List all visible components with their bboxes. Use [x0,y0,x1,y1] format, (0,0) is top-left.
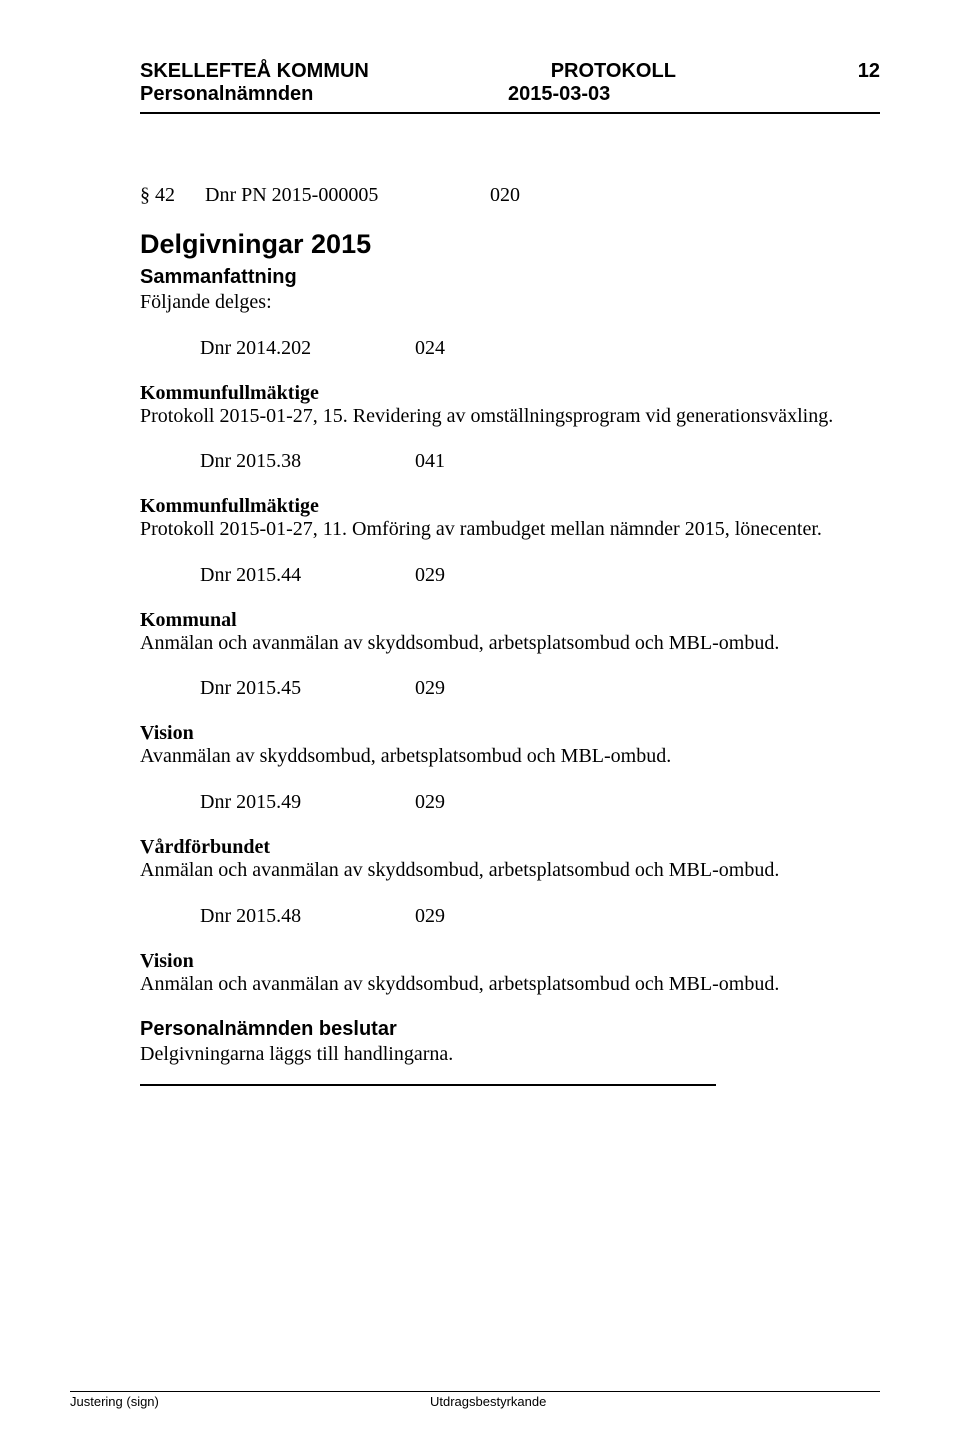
entry-dnr: Dnr 2015.48 029 [200,905,880,928]
entry-org: Vision [140,950,880,973]
entry-dnr-label: Dnr 2015.44 [200,564,410,587]
entry-text: Anmälan och avanmälan av skyddsombud, ar… [140,973,880,997]
entry-dnr-code: 041 [415,450,445,472]
intro-text: Följande delges: [140,291,880,315]
closing-divider [140,1084,716,1086]
entry-org: Kommunfullmäktige [140,495,880,518]
entry-dnr-label: Dnr 2015.49 [200,791,410,814]
beslutar-heading: Personalnämnden beslutar [140,1018,880,1041]
footer-divider [70,1391,880,1392]
header-org: SKELLEFTEÅ KOMMUN [140,60,369,83]
entry-text: Avanmälan av skyddsombud, arbetsplatsomb… [140,745,880,769]
entry-dnr-code: 029 [415,905,445,927]
content: § 42 Dnr PN 2015-000005 020 Delgivningar… [140,184,880,1086]
footer-left: Justering (sign) [70,1394,430,1409]
header-page-number: 12 [858,60,880,83]
page-footer: Justering (sign) Utdragsbestyrkande [70,1391,880,1409]
section-dnr: Dnr PN 2015-000005 [205,184,485,207]
entry-text: Anmälan och avanmälan av skyddsombud, ar… [140,632,880,656]
section-code: 020 [490,184,520,207]
page-header: SKELLEFTEÅ KOMMUN PROTOKOLL 12 Personaln… [140,60,880,114]
header-date: 2015-03-03 [508,83,610,106]
entry-dnr-code: 029 [415,791,445,813]
header-row-1: SKELLEFTEÅ KOMMUN PROTOKOLL 12 [140,60,880,83]
footer-row: Justering (sign) Utdragsbestyrkande [70,1394,880,1409]
entry-dnr-label: Dnr 2015.45 [200,677,410,700]
entry-dnr-label: Dnr 2015.48 [200,905,410,928]
beslutar-text: Delgivningarna läggs till handlingarna. [140,1043,880,1066]
entry-dnr-label: Dnr 2014.202 [200,337,410,360]
header-title: PROTOKOLL [551,60,676,83]
entry-dnr-code: 024 [415,337,445,359]
section-reference: § 42 Dnr PN 2015-000005 020 [140,184,880,207]
subheading: Sammanfattning [140,266,880,289]
entry-org: Kommunal [140,609,880,632]
entry-dnr: Dnr 2015.38 041 [200,450,880,473]
entry-dnr: Dnr 2015.45 029 [200,677,880,700]
entry-text: Protokoll 2015-01-27, 11. Omföring av ra… [140,518,880,542]
entry-dnr: Dnr 2014.202 024 [200,337,880,360]
entry-dnr: Dnr 2015.44 029 [200,564,880,587]
entry-dnr: Dnr 2015.49 029 [200,791,880,814]
entry-text: Anmälan och avanmälan av skyddsombud, ar… [140,859,880,883]
page: SKELLEFTEÅ KOMMUN PROTOKOLL 12 Personaln… [0,0,960,1447]
section-number: § 42 [140,184,200,207]
entry-org: Vision [140,722,880,745]
entry-dnr-code: 029 [415,564,445,586]
header-divider [140,112,880,114]
document-title: Delgivningar 2015 [140,229,880,260]
header-board: Personalnämnden [140,83,508,106]
entry-org: Kommunfullmäktige [140,382,880,405]
entry-dnr-label: Dnr 2015.38 [200,450,410,473]
footer-right: Utdragsbestyrkande [430,1394,546,1409]
header-row-2: Personalnämnden 2015-03-03 [140,83,880,106]
entry-dnr-code: 029 [415,677,445,699]
entry-org: Vårdförbundet [140,836,880,859]
entry-text: Protokoll 2015-01-27, 15. Revidering av … [140,405,880,429]
